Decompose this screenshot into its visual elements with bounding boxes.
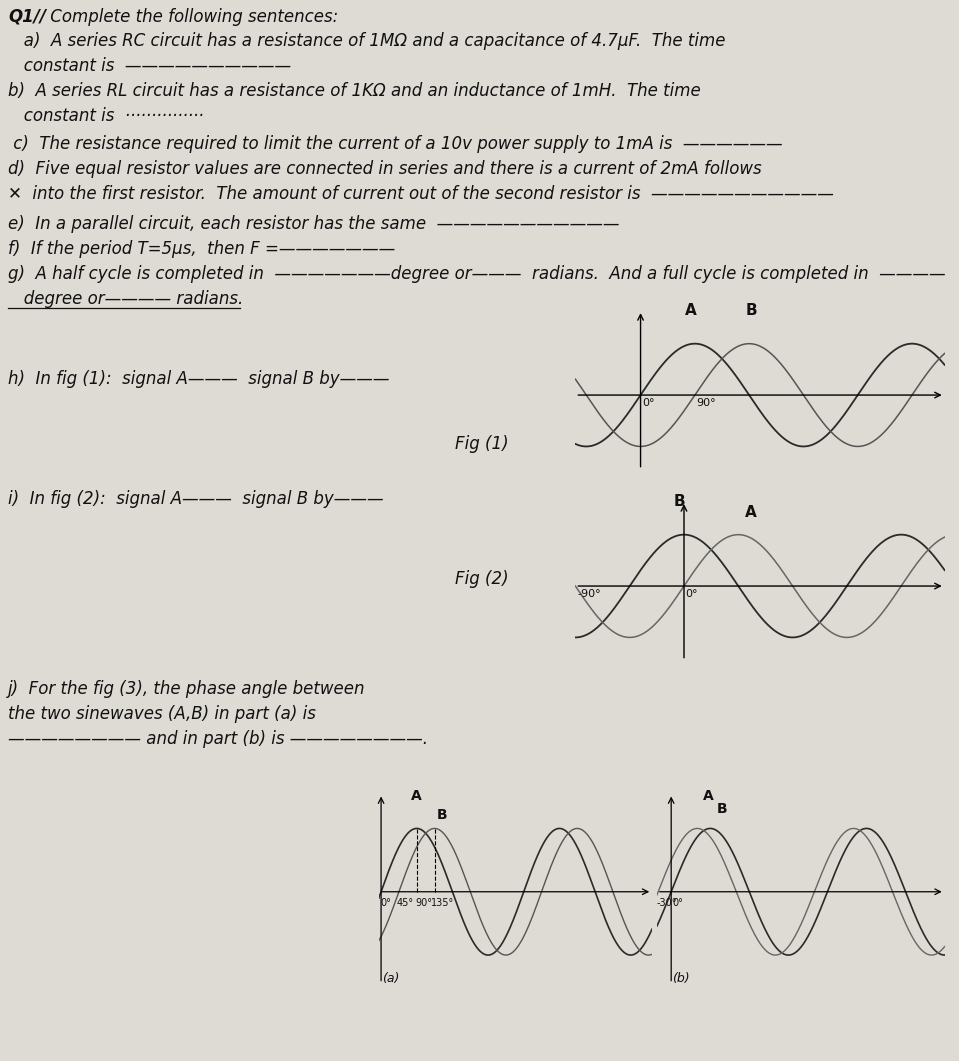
- Text: B: B: [437, 807, 448, 822]
- Text: 0°: 0°: [380, 899, 391, 908]
- Text: (a): (a): [383, 972, 400, 985]
- Text: constant is  ——————————: constant is ——————————: [8, 57, 292, 75]
- Text: d)  Five equal resistor values are connected in series and there is a current of: d) Five equal resistor values are connec…: [8, 160, 761, 178]
- Text: A: A: [411, 789, 422, 803]
- Text: B: B: [746, 303, 758, 318]
- Text: ✕  into the first resistor.  The amount of current out of the second resistor is: ✕ into the first resistor. The amount of…: [8, 185, 834, 203]
- Text: A: A: [745, 505, 757, 520]
- Text: 90°: 90°: [696, 398, 716, 408]
- Text: c)  The resistance required to limit the current of a 10v power supply to 1mA is: c) The resistance required to limit the …: [8, 135, 783, 153]
- Text: constant is  ···············: constant is ···············: [8, 107, 203, 125]
- Text: Fig (2): Fig (2): [455, 570, 508, 588]
- Text: 0°: 0°: [672, 899, 684, 908]
- Text: e)  In a parallel circuit, each resistor has the same  ———————————: e) In a parallel circuit, each resistor …: [8, 215, 620, 233]
- Text: degree or———— radians.: degree or———— radians.: [8, 290, 244, 308]
- Text: ———————— and in part (b) is ————————.: ———————— and in part (b) is ————————.: [8, 730, 428, 748]
- Text: 45°: 45°: [397, 899, 413, 908]
- Text: a)  A series RC circuit has a resistance of 1MΩ and a capacitance of 4.7μF.  The: a) A series RC circuit has a resistance …: [8, 32, 726, 50]
- Text: Fig (1): Fig (1): [455, 435, 508, 453]
- Text: (b): (b): [672, 972, 690, 985]
- Text: Complete the following sentences:: Complete the following sentences:: [45, 8, 339, 27]
- Text: h)  In fig (1):  signal A———  signal B by———: h) In fig (1): signal A——— signal B by——…: [8, 370, 389, 388]
- Text: -30°: -30°: [657, 899, 677, 908]
- Text: b)  A series RL circuit has a resistance of 1KΩ and an inductance of 1mH.  The t: b) A series RL circuit has a resistance …: [8, 82, 701, 100]
- Text: j)  For the fig (3), the phase angle between: j) For the fig (3), the phase angle betw…: [8, 680, 365, 698]
- Text: 0°: 0°: [643, 398, 655, 408]
- Text: 90°: 90°: [415, 899, 433, 908]
- Text: 135°: 135°: [432, 899, 455, 908]
- Text: the two sinewaves (A,B) in part (a) is: the two sinewaves (A,B) in part (a) is: [8, 705, 316, 723]
- Text: A: A: [703, 789, 713, 803]
- Text: f)  If the period T=5μs,  then F =———————: f) If the period T=5μs, then F =———————: [8, 240, 395, 258]
- Text: 0°: 0°: [686, 589, 698, 599]
- Text: g)  A half cycle is completed in  ———————degree or———  radians.  And a full cycl: g) A half cycle is completed in ———————d…: [8, 265, 946, 283]
- Text: B: B: [717, 802, 728, 816]
- Text: Q1//: Q1//: [8, 8, 46, 27]
- Text: i)  In fig (2):  signal A———  signal B by———: i) In fig (2): signal A——— signal B by——…: [8, 490, 384, 508]
- Text: A: A: [685, 303, 696, 318]
- Text: -90°: -90°: [577, 589, 600, 599]
- Text: B: B: [673, 494, 686, 509]
